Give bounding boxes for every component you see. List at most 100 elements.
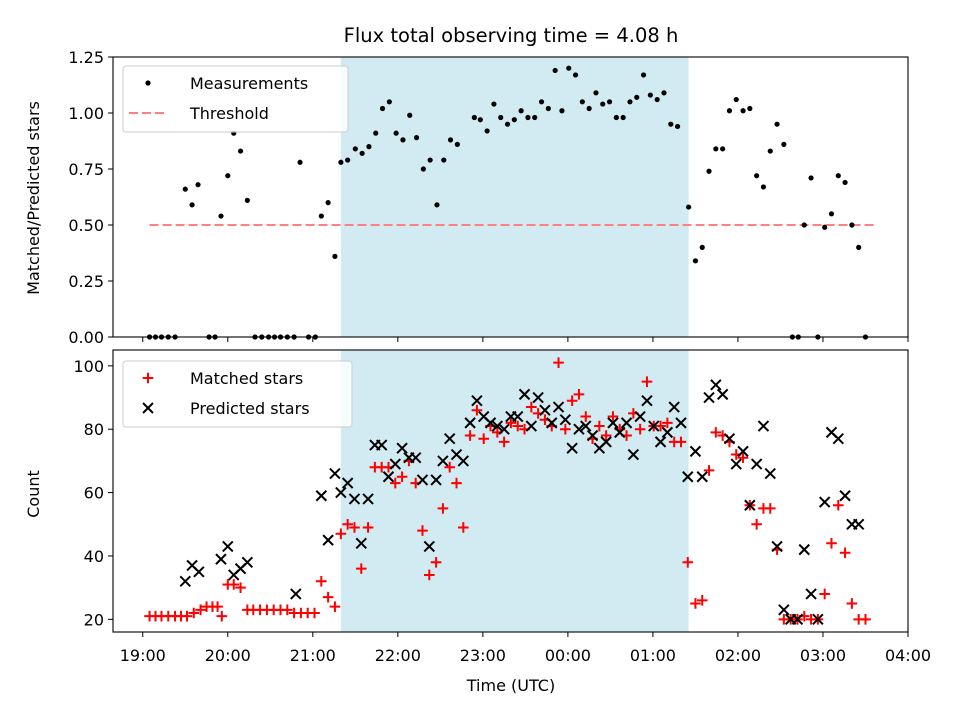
data-point [430, 556, 442, 568]
data-point [553, 357, 564, 368]
data-point [640, 72, 647, 78]
data-point [215, 553, 227, 565]
data-point [600, 430, 612, 441]
data-point [703, 465, 715, 476]
data-point [733, 96, 739, 103]
data-point [579, 99, 585, 105]
data-point [668, 401, 680, 413]
data-point [430, 474, 442, 486]
data-point [241, 556, 254, 568]
data-point [458, 522, 469, 533]
data-point [491, 420, 504, 432]
data-point [423, 569, 435, 581]
data-point [396, 471, 408, 483]
data-point [386, 99, 392, 105]
data-point [826, 537, 837, 549]
data-point [464, 430, 476, 441]
data-point [764, 467, 776, 480]
data-point [675, 436, 687, 448]
data-point [607, 411, 619, 422]
data-point [498, 436, 510, 448]
legend-label: Threshold [189, 104, 269, 123]
data-point [342, 518, 353, 530]
data-point [654, 436, 667, 448]
data-point [471, 394, 483, 407]
x-tick-label: 02:00 [715, 646, 761, 665]
legend-swatch [142, 372, 154, 384]
data-point [849, 222, 855, 228]
data-point [504, 121, 511, 127]
data-point [396, 442, 408, 454]
data-point [389, 458, 401, 470]
data-point [484, 417, 497, 429]
data-point [730, 458, 742, 470]
y-tick-label: 80 [84, 420, 104, 439]
data-point [417, 525, 428, 536]
data-point [329, 467, 341, 480]
data-point [668, 121, 674, 127]
data-point [627, 448, 640, 461]
series-matched-stars [144, 357, 871, 625]
y-tick-label: 0.00 [68, 328, 104, 347]
x-tick-label: 04:00 [885, 646, 931, 665]
x-tick-label: 21:00 [290, 646, 336, 665]
data-point [195, 604, 206, 616]
data-point [832, 433, 844, 445]
data-point [282, 604, 293, 616]
observing-window-span [340, 350, 689, 632]
data-point [706, 168, 712, 174]
data-point [505, 417, 517, 429]
data-point [457, 455, 470, 467]
data-point [686, 204, 692, 210]
data-point [791, 613, 804, 626]
data-point [647, 92, 653, 98]
data-point [484, 128, 490, 134]
data-point [613, 114, 619, 121]
data-point [710, 427, 722, 438]
data-point [348, 493, 361, 505]
data-point [754, 173, 760, 179]
data-point [437, 455, 449, 467]
data-point [379, 105, 386, 112]
data-point [352, 146, 358, 152]
data-point [444, 461, 456, 473]
data-point [407, 112, 413, 118]
data-point [195, 182, 201, 188]
data-point [654, 96, 660, 103]
data-point [471, 114, 477, 121]
data-point [512, 420, 524, 432]
top-y-axis-label: Matched/Predicted stars [24, 101, 43, 295]
data-point [362, 493, 374, 505]
data-point [600, 101, 606, 107]
data-point [464, 417, 476, 429]
data-point [812, 613, 824, 626]
data-point [329, 601, 341, 612]
data-point [511, 117, 517, 123]
data-point [332, 253, 338, 259]
data-point [297, 159, 303, 165]
data-point [580, 420, 592, 432]
data-point [573, 389, 585, 400]
data-point [477, 117, 483, 123]
data-point [545, 105, 551, 112]
axes-frame [112, 349, 909, 633]
data-point [860, 614, 871, 625]
x-tick-label: 20:00 [205, 646, 251, 665]
data-point [682, 556, 694, 568]
data-point [606, 99, 613, 105]
data-point [594, 420, 605, 432]
data-point [696, 471, 708, 483]
data-point [538, 99, 545, 105]
data-point [237, 148, 244, 154]
data-point [498, 114, 504, 121]
data-point [832, 499, 844, 511]
legend-box [122, 360, 353, 428]
data-point [641, 394, 653, 407]
data-point [355, 563, 367, 574]
data-point [798, 543, 810, 556]
data-point [427, 157, 433, 163]
data-point [846, 598, 858, 609]
data-point [222, 540, 234, 553]
data-point [423, 540, 436, 553]
